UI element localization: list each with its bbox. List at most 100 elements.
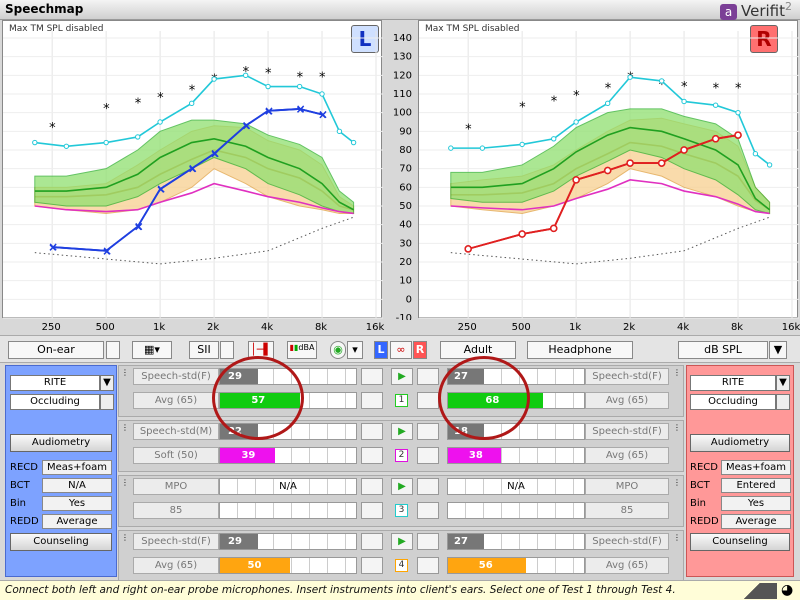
x-axis-labels: 250 250 500 500 1k 1k 2k 2k 4k 4k 8k 8k 16k 16k (42, 322, 800, 333)
test-row-1[interactable]: ⋮ Speech-std(F) Avg (65) 29 57 ▶ 1 27 68… (118, 365, 684, 417)
ucl-point (681, 98, 687, 105)
right-speechmap-graph[interactable]: Max TM SPL disabled R ********** (418, 20, 799, 319)
right-bin-value[interactable]: Yes (721, 496, 791, 511)
left-stimulus-select[interactable]: MPO (133, 478, 219, 495)
drag-handle-icon[interactable]: ⋮ (121, 368, 129, 377)
right-level-select[interactable]: Avg (65) (585, 447, 669, 464)
x-tick-label: 250 (458, 322, 477, 333)
right-grid-icon[interactable] (417, 478, 439, 495)
speaker-dropdown-button[interactable]: ▾ (347, 341, 363, 359)
drag-handle-icon[interactable]: ⋮ (121, 478, 129, 487)
probe-tube-icon[interactable]: │─▌ (248, 341, 274, 359)
right-graph-note: Max TM SPL disabled (425, 24, 520, 34)
left-level-select[interactable]: Avg (65) (133, 392, 219, 409)
right-grid-icon[interactable] (417, 368, 439, 385)
units-dropdown-icon[interactable]: ▼ (769, 341, 787, 359)
left-grid-icon[interactable] (361, 478, 383, 495)
link-ears-icon[interactable]: ∞ (390, 341, 412, 359)
sii-button[interactable]: SII (189, 341, 219, 359)
right-grid-icon[interactable] (417, 423, 439, 440)
left-grid-icon[interactable] (361, 533, 383, 550)
left-aided-meter: 39 (219, 447, 357, 464)
right-redd-value[interactable]: Average (721, 514, 791, 529)
right-bct-value[interactable]: Entered (721, 478, 791, 493)
test-row-3[interactable]: ⋮ MPO 85 N/A ▶ 3 N/A MPO 85 ⋮ (118, 475, 684, 527)
drag-handle-icon[interactable]: ⋮ (673, 368, 681, 377)
left-grid-icon[interactable] (361, 368, 383, 385)
right-curve-icon[interactable] (417, 502, 439, 519)
brand-version: 2 (785, 0, 792, 13)
left-audiometry-button[interactable]: Audiometry (10, 434, 112, 452)
play-test-icon[interactable]: ▶ (391, 533, 413, 550)
right-grid-icon[interactable] (417, 533, 439, 550)
left-bin-value[interactable]: Yes (42, 496, 112, 511)
right-audiometry-button[interactable]: Audiometry (690, 434, 790, 452)
test-row-2[interactable]: ⋮ Speech-std(M) Soft (50) 22 39 ▶ 2 18 3… (118, 420, 684, 472)
left-instrument-dropdown-icon[interactable]: ▼ (100, 375, 114, 391)
left-curve-icon[interactable] (361, 557, 383, 574)
speaker-icon[interactable]: ◉ (330, 341, 346, 359)
left-coupling-toggle[interactable] (100, 394, 114, 410)
sii-toggle-button[interactable] (220, 341, 234, 359)
left-recd-value[interactable]: Meas+foam (42, 460, 112, 475)
right-stimulus-select[interactable]: Speech-std(F) (585, 533, 669, 550)
right-coupling-select[interactable]: Occluding (690, 394, 776, 410)
play-test-icon[interactable]: ▶ (391, 368, 413, 385)
left-coupling-select[interactable]: Occluding (10, 394, 100, 410)
left-level-select[interactable]: Soft (50) (133, 447, 219, 464)
link-left-button[interactable]: L (374, 341, 388, 359)
right-curve-icon[interactable] (417, 557, 439, 574)
left-level-select[interactable]: 85 (133, 502, 219, 519)
right-stimulus-select[interactable]: Speech-std(F) (585, 368, 669, 385)
dba-meter-icon[interactable]: ▮▮dBA (287, 341, 317, 359)
left-curve-icon[interactable] (361, 447, 383, 464)
headphone-icon[interactable]: ◕ (781, 582, 794, 598)
left-instrument-select[interactable]: RITE (10, 375, 100, 391)
left-speechmap-graph[interactable]: Max TM SPL disabled L **********××××××××… (2, 20, 383, 319)
drag-handle-icon[interactable]: ⋮ (121, 533, 129, 542)
drag-handle-icon[interactable]: ⋮ (673, 478, 681, 487)
play-test-icon[interactable]: ▶ (391, 478, 413, 495)
left-counseling-button[interactable]: Counseling (10, 533, 112, 551)
left-stimulus-select[interactable]: Speech-std(M) (133, 423, 219, 440)
left-curve-icon[interactable] (361, 502, 383, 519)
right-counseling-button[interactable]: Counseling (690, 533, 790, 551)
link-right-button[interactable]: R (413, 341, 427, 359)
right-instrument-select[interactable]: RITE (690, 375, 776, 391)
play-test-icon[interactable]: ▶ (391, 423, 413, 440)
left-stimulus-select[interactable]: Speech-std(F) (133, 368, 219, 385)
ucl-point (604, 100, 611, 107)
right-recd-value[interactable]: Meas+foam (721, 460, 791, 475)
right-instrument-dropdown-icon[interactable]: ▼ (776, 375, 790, 391)
right-level-select[interactable]: Avg (65) (585, 392, 669, 409)
audiogram-view-icon[interactable]: ▦▾ (132, 341, 172, 359)
left-stimulus-select[interactable]: Speech-std(F) (133, 533, 219, 550)
right-curve-icon[interactable] (417, 392, 439, 409)
aided-o-marker (626, 159, 634, 167)
drag-handle-icon[interactable]: ⋮ (673, 423, 681, 432)
left-level-select[interactable]: Avg (65) (133, 557, 219, 574)
left-grid-icon[interactable] (361, 423, 383, 440)
age-select[interactable]: Adult (440, 341, 516, 359)
test-number-badge[interactable]: 3 (395, 504, 408, 517)
right-stimulus-select[interactable]: MPO (585, 478, 669, 495)
mode-select[interactable]: On-ear (8, 341, 104, 359)
units-select[interactable]: dB SPL (678, 341, 768, 359)
test-number-badge[interactable]: 1 (395, 394, 408, 407)
right-coupling-toggle[interactable] (776, 394, 790, 410)
right-stimulus-select[interactable]: Speech-std(F) (585, 423, 669, 440)
drag-handle-icon[interactable]: ⋮ (673, 533, 681, 542)
test-number-badge[interactable]: 2 (395, 449, 408, 462)
transducer-select[interactable]: Headphone (527, 341, 633, 359)
right-curve-icon[interactable] (417, 447, 439, 464)
test-row-4[interactable]: ⋮ Speech-std(F) Avg (65) 29 50 ▶ 4 27 56… (118, 530, 684, 582)
left-curve-icon[interactable] (361, 392, 383, 409)
left-redd-value[interactable]: Average (42, 514, 112, 529)
right-level-select[interactable]: 85 (585, 502, 669, 519)
mode-toggle-button[interactable] (106, 341, 120, 359)
left-bct-value[interactable]: N/A (42, 478, 112, 493)
left-unaided-meter: 29 (219, 533, 357, 550)
right-level-select[interactable]: Avg (65) (585, 557, 669, 574)
test-number-badge[interactable]: 4 (395, 559, 408, 572)
drag-handle-icon[interactable]: ⋮ (121, 423, 129, 432)
